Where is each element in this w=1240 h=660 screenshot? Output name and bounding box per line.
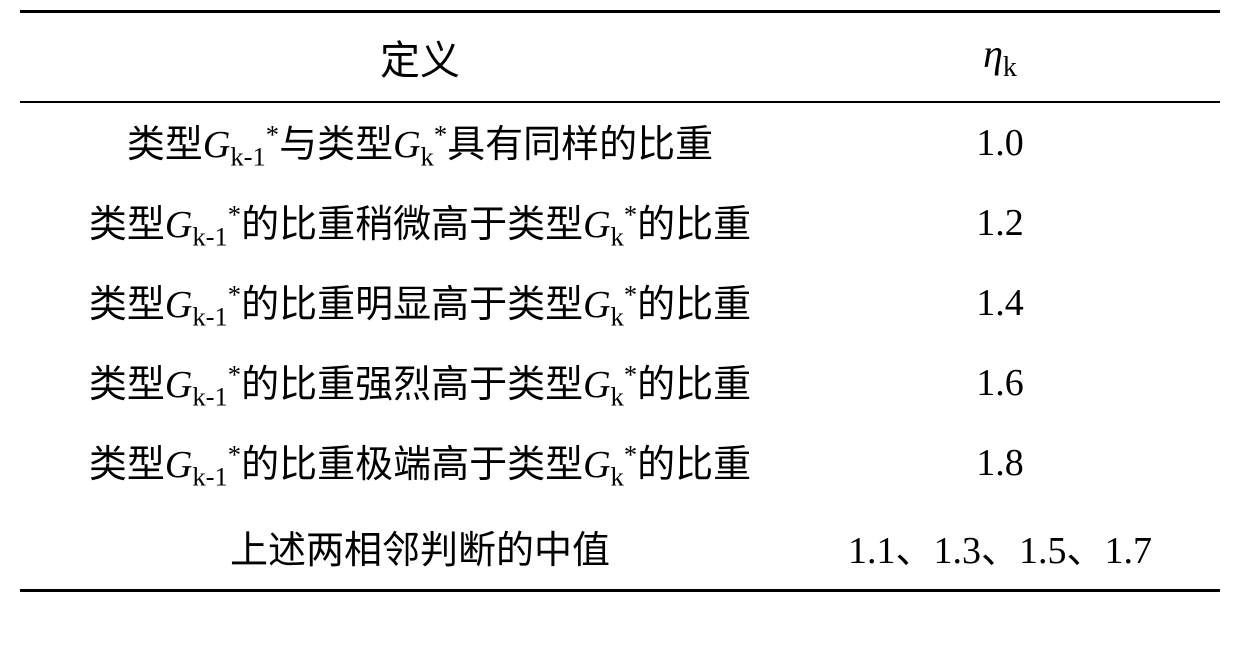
eta-subscript: k bbox=[1003, 52, 1017, 83]
row-definition: 类型Gk-1*的比重明显高于类型Gk*的比重 bbox=[40, 273, 800, 333]
text-prefix: 类型 bbox=[89, 284, 165, 326]
bottom-border bbox=[20, 589, 1220, 592]
text-suffix: 具有同样的比重 bbox=[447, 124, 713, 166]
footer-value: 1.1、1.3、1.5、1.7 bbox=[800, 519, 1200, 574]
row-definition: 类型Gk-1*的比重稍微高于类型Gk*的比重 bbox=[40, 193, 800, 253]
g-symbol: G bbox=[583, 204, 610, 246]
g-sup: * bbox=[228, 360, 241, 390]
header-symbol: ηk bbox=[800, 30, 1200, 84]
g-sub: k-1 bbox=[192, 462, 227, 492]
g-sup: * bbox=[228, 440, 241, 470]
g-symbol: G bbox=[165, 204, 192, 246]
row-definition: 类型Gk-1*与类型Gk*具有同样的比重 bbox=[40, 113, 800, 173]
row-value: 1.2 bbox=[800, 201, 1200, 245]
g-symbol: G bbox=[583, 284, 610, 326]
g-symbol: G bbox=[165, 364, 192, 406]
g-symbol: G bbox=[165, 284, 192, 326]
g-sub: k-1 bbox=[230, 142, 265, 172]
text-prefix: 类型 bbox=[89, 204, 165, 246]
text-prefix: 类型 bbox=[89, 364, 165, 406]
header-definition: 定义 bbox=[40, 28, 800, 86]
g-symbol: G bbox=[165, 444, 192, 486]
g-sub: k bbox=[611, 382, 624, 412]
g-sup: * bbox=[624, 200, 637, 230]
table-row: 类型Gk-1*与类型Gk*具有同样的比重 1.0 bbox=[20, 103, 1220, 183]
row-definition: 类型Gk-1*的比重极端高于类型Gk*的比重 bbox=[40, 433, 800, 493]
header-row: 定义 ηk bbox=[20, 13, 1220, 101]
g-sup: * bbox=[228, 200, 241, 230]
g-sup: * bbox=[266, 120, 279, 150]
g-sub: k-1 bbox=[192, 222, 227, 252]
footer-row: 上述两相邻判断的中值 1.1、1.3、1.5、1.7 bbox=[20, 503, 1220, 589]
row-value: 1.0 bbox=[800, 121, 1200, 165]
g-symbol: G bbox=[203, 124, 230, 166]
row-value: 1.4 bbox=[800, 281, 1200, 325]
g-sup: * bbox=[624, 440, 637, 470]
g-symbol: G bbox=[583, 444, 610, 486]
g-sub: k-1 bbox=[192, 302, 227, 332]
table-row: 类型Gk-1*的比重明显高于类型Gk*的比重 1.4 bbox=[20, 263, 1220, 343]
text-mid: 的比重强烈高于类型 bbox=[241, 364, 583, 406]
g-sub: k-1 bbox=[192, 382, 227, 412]
text-mid: 的比重明显高于类型 bbox=[241, 284, 583, 326]
text-suffix: 的比重 bbox=[637, 284, 751, 326]
g-sup: * bbox=[624, 280, 637, 310]
g-symbol: G bbox=[393, 124, 420, 166]
row-value: 1.6 bbox=[800, 361, 1200, 405]
table-row: 类型Gk-1*的比重极端高于类型Gk*的比重 1.8 bbox=[20, 423, 1220, 503]
table-row: 类型Gk-1*的比重稍微高于类型Gk*的比重 1.2 bbox=[20, 183, 1220, 263]
text-suffix: 的比重 bbox=[637, 444, 751, 486]
definition-table: 定义 ηk 类型Gk-1*与类型Gk*具有同样的比重 1.0 类型Gk-1*的比… bbox=[20, 10, 1220, 592]
eta-symbol: η bbox=[983, 31, 1003, 76]
table-row: 类型Gk-1*的比重强烈高于类型Gk*的比重 1.6 bbox=[20, 343, 1220, 423]
row-definition: 类型Gk-1*的比重强烈高于类型Gk*的比重 bbox=[40, 353, 800, 413]
text-mid: 的比重稍微高于类型 bbox=[241, 204, 583, 246]
row-value: 1.8 bbox=[800, 441, 1200, 485]
g-symbol: G bbox=[583, 364, 610, 406]
g-sub: k bbox=[611, 462, 624, 492]
text-suffix: 的比重 bbox=[637, 204, 751, 246]
text-mid: 与类型 bbox=[279, 124, 393, 166]
g-sup: * bbox=[228, 280, 241, 310]
g-sub: k bbox=[421, 142, 434, 172]
text-prefix: 类型 bbox=[89, 444, 165, 486]
text-prefix: 类型 bbox=[127, 124, 203, 166]
text-suffix: 的比重 bbox=[637, 364, 751, 406]
g-sub: k bbox=[611, 302, 624, 332]
text-mid: 的比重极端高于类型 bbox=[241, 444, 583, 486]
g-sub: k bbox=[611, 222, 624, 252]
g-sup: * bbox=[624, 360, 637, 390]
g-sup: * bbox=[434, 120, 447, 150]
footer-definition: 上述两相邻判断的中值 bbox=[40, 519, 800, 574]
